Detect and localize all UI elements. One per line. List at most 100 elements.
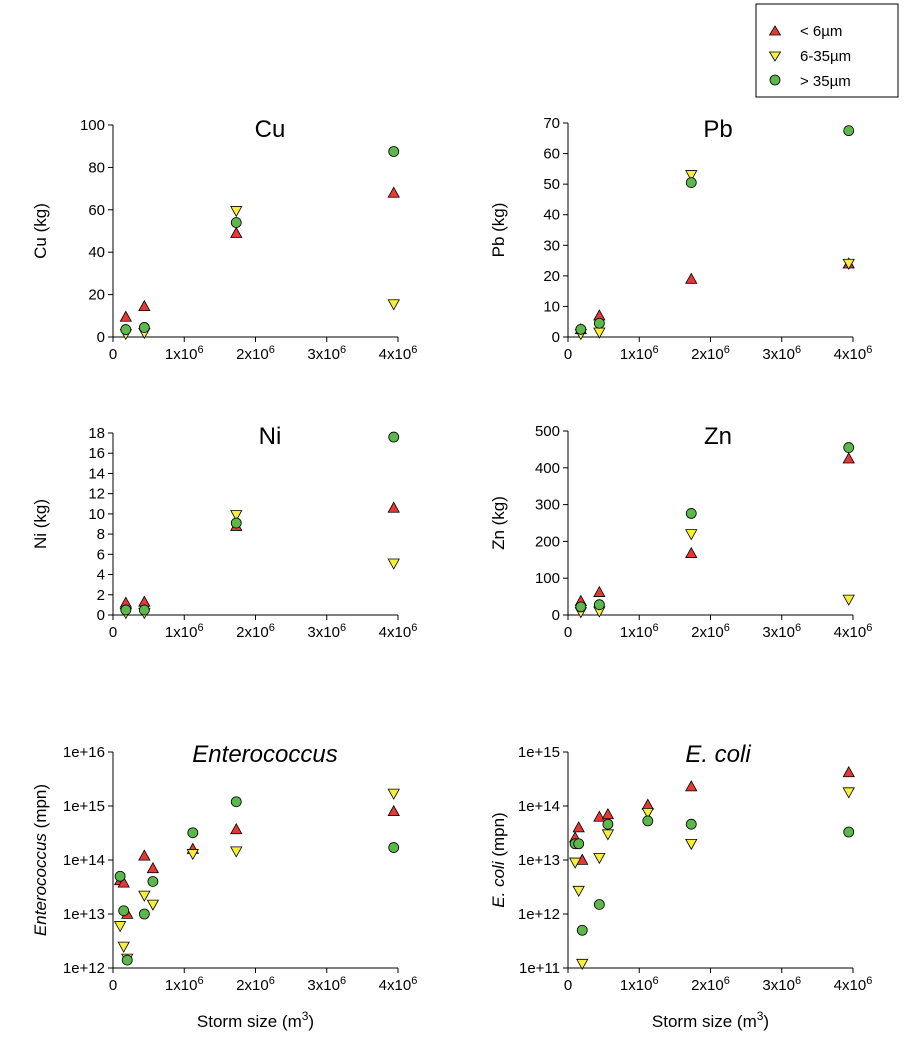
x-tick-label-base: 1x10 [620,977,653,994]
data-point-circle [843,442,855,453]
x-tick-label: 0 [109,977,117,994]
y-tick-label: 20 [88,287,105,304]
data-point-circle [121,954,133,966]
x-tick-label-base: 1x10 [620,346,653,363]
data-point-triangle-up [842,452,855,464]
y-tick-label: 0 [97,329,105,346]
data-point-circle [138,908,150,920]
x-tick-label-exponent: 6 [411,344,417,356]
y-tick-label: 6 [97,546,105,563]
panel-title: Enterococcus [192,741,337,768]
x-tick-label-base: 2x10 [236,624,269,641]
x-tick-label-exponent: 6 [866,975,872,987]
x-tick-label-exponent: 6 [340,975,346,987]
data-point-triangle-down [230,510,243,522]
series-fine [119,186,400,322]
y-tick-label: 100 [535,570,560,587]
x-tick-label-exponent: 6 [795,622,801,634]
data-point-triangle-up [601,808,615,820]
y-tick-label: 1e+13 [518,852,560,869]
y-tick-label: 70 [543,115,560,132]
x-tick-label-exponent: 6 [411,622,417,634]
series-mid [113,788,400,965]
y-tick-label: 500 [535,423,560,440]
legend-marker-triangle-down [768,51,782,62]
x-tick-label-base: 2x10 [691,624,724,641]
x-axis-title-suffix: ) [308,1012,314,1031]
x-tick-label: 3x106 [307,622,346,641]
y-tick-label: 0 [97,607,105,624]
y-tick-label: 1e+14 [518,798,560,815]
data-point-triangle-down [387,788,400,800]
data-point-circle [843,826,855,838]
x-tick-label-base: 1x10 [165,977,198,994]
data-point-triangle-up [641,798,654,810]
data-point-triangle-down [138,890,151,902]
y-axis-title-text: (mpn) [489,812,508,861]
y-axis-title: Ni (kg) [31,499,50,549]
x-tick-label-base: 4x10 [379,346,412,363]
x-tick-label-base: 4x10 [379,624,412,641]
data-point-triangle-down [685,529,698,541]
x-tick-label-exponent: 6 [795,344,801,356]
x-tick-label-exponent: 6 [866,344,872,356]
data-point-circle [593,599,605,611]
y-tick-label: 4 [97,567,105,584]
data-point-circle [575,323,587,335]
data-point-circle [388,842,400,853]
data-point-circle [685,508,697,519]
x-tick-label: 2x106 [236,622,275,641]
y-axis-title-text: (mpn) [31,784,50,833]
data-point-triangle-down [387,299,400,311]
panel-title: Ni [259,423,282,450]
x-tick-label-base: 3x10 [307,346,340,363]
x-tick-label: 4x106 [834,975,873,994]
panel-title: Cu [255,116,286,143]
panel-title: Pb [703,116,732,143]
legend-marker-triangle-up [768,25,782,36]
data-point-triangle-up [387,186,400,198]
x-tick-label-exponent: 6 [795,975,801,987]
data-point-circle [138,322,150,333]
data-point-circle [120,324,132,335]
y-tick-label: 16 [88,445,105,462]
x-tick-label-exponent: 6 [652,622,658,634]
y-axis-title-italic: Enterococcus [31,833,50,936]
y-tick-label: 1e+12 [63,960,105,977]
y-tick-label: 400 [535,460,560,477]
series-mid [119,510,400,620]
data-point-triangle-up [685,546,698,558]
y-tick-label: 1e+12 [518,906,560,923]
x-tick-label: 0 [564,624,572,641]
data-point-triangle-up [593,810,606,822]
data-point-circle [593,317,605,329]
x-tick-label-exponent: 6 [724,622,730,634]
x-tick-label-base: 3x10 [762,977,795,994]
data-point-triangle-up [387,501,400,513]
y-tick-label: 10 [543,298,560,315]
x-tick-label: 2x106 [236,344,275,363]
y-axis-title-text: Cu (kg) [31,203,50,259]
x-tick-label: 2x106 [236,975,275,994]
series-coarse [575,125,855,335]
y-axis-title-text: Pb (kg) [489,203,508,258]
x-tick-label-base: 2x10 [236,977,269,994]
x-tick-label-base: 4x10 [834,977,867,994]
x-tick-label: 1x106 [165,622,204,641]
y-tick-label: 10 [88,506,105,523]
x-tick-label: 0 [109,346,117,363]
y-axis-title-text: Zn (kg) [489,496,508,550]
y-tick-label: 80 [88,159,105,176]
x-tick-label: 0 [564,977,572,994]
y-tick-label: 1e+14 [63,852,105,869]
data-point-circle [230,217,242,228]
data-point-triangle-up [685,780,698,792]
data-point-triangle-down [113,921,127,933]
data-point-circle [388,431,400,443]
data-point-triangle-down [641,807,654,820]
data-point-triangle-down [186,849,199,861]
legend-entry-mid: 6-35µm [768,48,851,65]
series-mid [574,170,855,341]
data-point-triangle-up [138,299,151,312]
